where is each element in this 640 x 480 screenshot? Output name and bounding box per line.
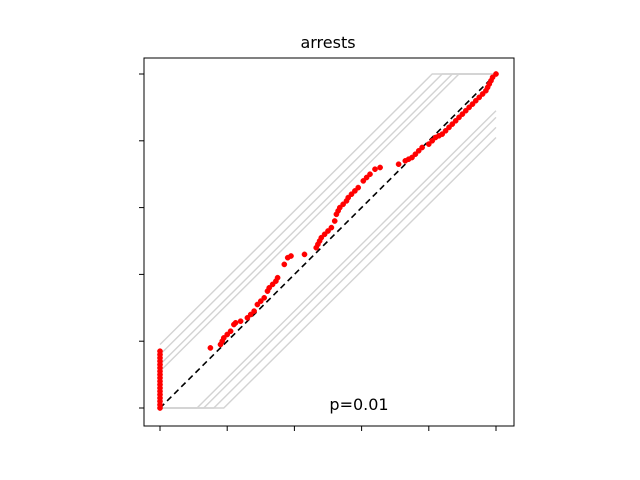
data-point-93: [489, 74, 496, 81]
data-point-30: [251, 308, 257, 314]
data-point-46: [318, 234, 325, 241]
data-point-27: [237, 318, 244, 325]
data-point-57: [348, 191, 355, 198]
data-point-26: [232, 319, 239, 326]
data-points: [157, 71, 499, 411]
data-point-80: [452, 117, 459, 124]
x-axis-ticks: [159, 426, 497, 431]
data-point-29: [247, 311, 254, 318]
data-point-41: [288, 253, 294, 259]
data-point-94: [493, 71, 499, 77]
data-point-61: [363, 174, 370, 181]
data-point-86: [472, 97, 479, 104]
data-point-71: [419, 144, 425, 151]
data-point-64: [377, 164, 383, 171]
data-point-62: [367, 171, 373, 178]
data-point-42: [301, 251, 308, 258]
data-point-23: [224, 331, 231, 338]
p-value-annotation: p=0.01: [329, 395, 388, 414]
data-point-31: [254, 301, 261, 308]
data-point-56: [345, 194, 352, 201]
data-point-60: [360, 178, 367, 184]
data-point-69: [412, 151, 419, 158]
data-point-24: [227, 328, 234, 335]
data-point-81: [456, 114, 462, 121]
data-point-38: [274, 274, 281, 281]
data-point-76: [439, 131, 446, 137]
data-point-50: [331, 218, 338, 224]
data-point-49: [328, 224, 335, 231]
data-point-65: [395, 161, 402, 168]
envelope-lines: [159, 73, 497, 409]
data-point-32: [257, 298, 264, 304]
data-point-39: [281, 261, 288, 268]
data-point-33: [261, 294, 268, 301]
data-point-70: [415, 147, 422, 154]
envelope-upper-line-4: [159, 73, 496, 345]
data-point-82: [459, 111, 466, 117]
data-point-18: [157, 348, 163, 355]
data-point-77: [442, 127, 449, 134]
chart-title: arrests: [300, 33, 355, 52]
identity-diagonal-line: [159, 73, 497, 409]
data-point-85: [469, 101, 476, 107]
data-point-48: [325, 228, 331, 234]
envelope-lower-line-4: [160, 137, 497, 409]
axes-frame: [143, 57, 515, 427]
data-point-35: [266, 284, 273, 291]
data-point-59: [355, 184, 362, 191]
y-axis-ticks: [139, 73, 144, 409]
data-point-19: [207, 345, 214, 351]
data-point-79: [449, 121, 456, 127]
plot-area: [157, 71, 499, 411]
data-point-87: [476, 94, 483, 101]
data-point-63: [372, 166, 378, 173]
data-point-22: [220, 335, 227, 341]
data-point-68: [409, 154, 415, 161]
data-point-84: [466, 104, 472, 111]
data-point-72: [425, 141, 432, 147]
data-point-54: [340, 201, 346, 208]
data-point-47: [321, 231, 328, 238]
